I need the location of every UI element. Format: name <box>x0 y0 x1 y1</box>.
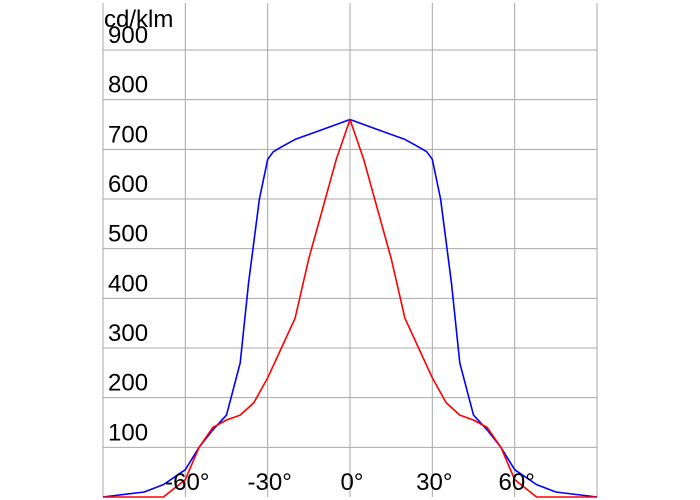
series-line-2 <box>103 118 597 498</box>
y-tick-label: 200 <box>108 370 148 397</box>
y-tick-label: 400 <box>108 270 148 297</box>
x-tick-label: -60° <box>165 469 209 496</box>
x-tick-labels: -60° -30° 0° 30° 60° <box>165 469 535 496</box>
y-tick-label: 500 <box>108 221 148 248</box>
y-tick-labels: 100 200 300 400 500 600 700 800 900 <box>108 22 148 446</box>
horizontal-gridlines <box>103 49 597 448</box>
y-tick-label: 700 <box>108 121 148 148</box>
y-tick-label: 900 <box>108 22 148 49</box>
y-tick-label: 100 <box>108 419 148 446</box>
x-tick-label: 60° <box>499 469 535 496</box>
series-layer <box>102 118 598 498</box>
x-tick-label: 0° <box>341 469 364 496</box>
x-tick-label: -30° <box>248 469 292 496</box>
x-tick-label: 30° <box>416 469 452 496</box>
y-tick-label: 300 <box>108 320 148 347</box>
unit-label: cd/klm <box>104 6 173 33</box>
y-tick-label: 600 <box>108 171 148 198</box>
vertical-gridlines <box>102 3 598 497</box>
y-tick-label: 800 <box>108 72 148 99</box>
